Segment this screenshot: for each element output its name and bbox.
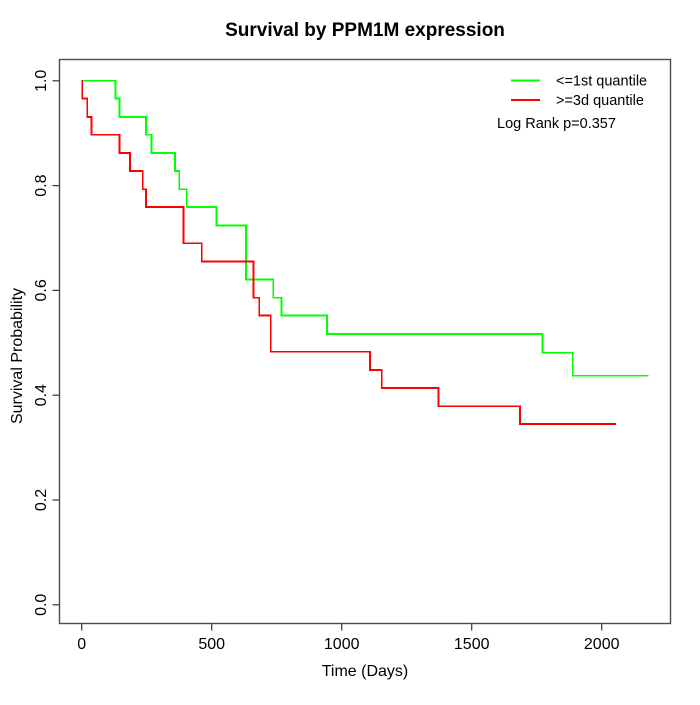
x-axis: 0 500 1000 1500 2000: [77, 623, 620, 653]
y-axis-title: Survival Probability: [9, 288, 26, 424]
x-axis-title: Time (Days): [322, 663, 409, 680]
km-curve-1st-quantile: [81, 79, 649, 377]
km-curves: [81, 79, 649, 425]
km-curve-3d-quantile: [81, 79, 616, 425]
legend-label-third-quantile: >=3d quantile: [556, 93, 644, 109]
y-tick-label: 0.4: [33, 384, 50, 406]
y-tick-label: 0.2: [33, 489, 50, 511]
x-tick-label: 2000: [584, 636, 620, 653]
chart-title: Survival by PPM1M expression: [225, 20, 505, 41]
x-tick-label: 0: [77, 636, 86, 653]
log-rank-annotation: Log Rank p=0.357: [497, 116, 616, 132]
legend-label-first-quantile: <=1st quantile: [556, 74, 647, 90]
x-tick-label: 1500: [454, 636, 490, 653]
plot-border: [58, 58, 672, 625]
legend: <=1st quantile >=3d quantile Log Rank p=…: [497, 74, 647, 133]
y-axis: 0.0 0.2 0.4 0.6 0.8 1.0: [33, 70, 60, 616]
y-tick-label: 0.6: [33, 279, 50, 301]
x-tick-label: 500: [198, 636, 225, 653]
y-tick-label: 0.8: [33, 174, 50, 196]
y-tick-label: 1.0: [33, 70, 50, 92]
y-tick-label: 0.0: [33, 594, 50, 616]
x-tick-label: 1000: [324, 636, 360, 653]
